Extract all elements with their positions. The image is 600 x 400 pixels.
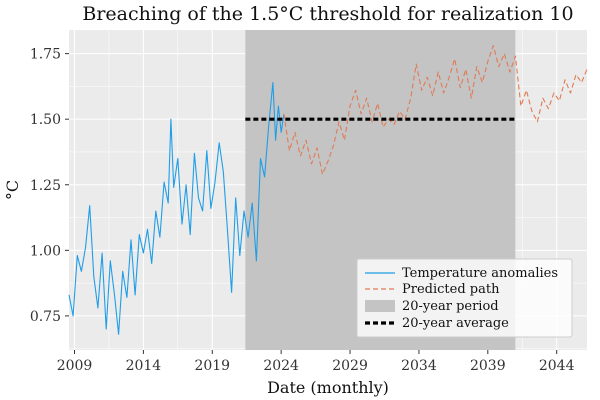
y-tick-label: 1.00 xyxy=(30,243,61,259)
observed-series-line xyxy=(68,81,285,335)
y-tick-label: 1.75 xyxy=(30,47,61,63)
y-tick-label: 0.75 xyxy=(30,309,61,325)
y-tick-label: 1.50 xyxy=(30,112,61,128)
x-axis-label: Date (monthly) xyxy=(267,378,389,397)
predicted-series-line xyxy=(283,45,588,175)
x-tick-label: 2019 xyxy=(194,358,230,374)
y-axis-label: °C xyxy=(3,180,22,200)
x-tick-label: 2009 xyxy=(57,358,93,374)
legend-box xyxy=(356,258,573,338)
legend-label: Predicted path xyxy=(402,282,500,297)
x-tick-label: 2029 xyxy=(332,358,368,374)
legend-label: Temperature anomalies xyxy=(402,266,558,281)
legend-label: 20-year period xyxy=(402,299,499,314)
y-tick-label: 1.25 xyxy=(30,178,61,194)
x-tick-label: 2034 xyxy=(401,358,437,374)
x-tick-label: 2039 xyxy=(470,358,506,374)
x-tick-label: 2044 xyxy=(539,358,575,374)
legend-label: 20-year average xyxy=(402,316,509,331)
chart-title: Breaching of the 1.5°C threshold for rea… xyxy=(82,3,573,25)
x-tick-label: 2024 xyxy=(263,358,299,374)
x-tick-label: 2014 xyxy=(126,358,162,374)
plot-area: 2009 2014 2019 2024 2029 2034 2039 2044 0.75 1.00… xyxy=(30,30,588,374)
legend-period-swatch xyxy=(365,300,395,312)
